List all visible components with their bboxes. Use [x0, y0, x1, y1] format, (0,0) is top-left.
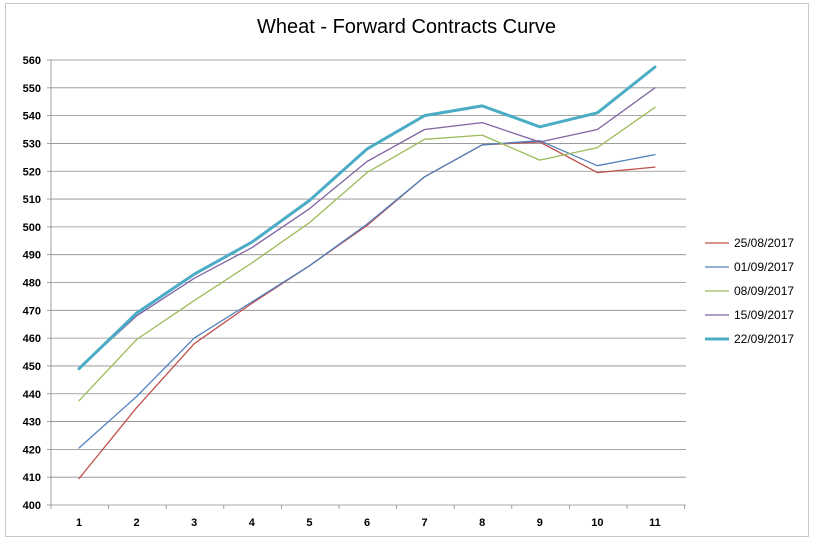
- x-tick-label: 3: [191, 517, 197, 529]
- legend-label: 01/09/2017: [734, 260, 794, 274]
- legend: 25/08/2017 01/09/2017 08/09/2017 15/09/2017…: [705, 236, 794, 346]
- series-line-22-09-2017: [77, 65, 657, 371]
- y-tick-label: 400: [23, 500, 41, 512]
- y-tick-label: 500: [23, 222, 41, 234]
- x-tick-label: 4: [249, 517, 256, 529]
- x-axis-tick-labels: 1 2 3 4 5 6 7 8 9 10 11: [76, 517, 661, 529]
- series-line-08-09-2017: [78, 106, 656, 402]
- x-tick-label: 2: [134, 517, 140, 529]
- chart-title: Wheat - Forward Contracts Curve: [257, 16, 556, 38]
- y-tick-label: 440: [23, 389, 41, 401]
- series-lines: [77, 65, 657, 480]
- y-tick-label: 550: [23, 83, 41, 95]
- legend-label: 22/09/2017: [734, 332, 794, 346]
- x-tick-label: 10: [591, 517, 603, 529]
- legend-label: 08/09/2017: [734, 284, 794, 298]
- y-tick-label: 430: [23, 417, 41, 429]
- y-tick-label: 540: [23, 111, 41, 123]
- x-tick-label: 1: [76, 517, 82, 529]
- legend-label: 25/08/2017: [734, 236, 794, 250]
- y-tick-label: 530: [23, 138, 41, 150]
- chart-frame: [5, 3, 809, 537]
- series-line-25-08-2017: [78, 141, 656, 480]
- y-tick-label: 450: [23, 361, 41, 373]
- y-tick-label: 460: [23, 333, 41, 345]
- y-tick-label: 410: [23, 472, 41, 484]
- x-tick-label: 9: [537, 517, 543, 529]
- x-tick-label: 8: [479, 517, 485, 529]
- x-tick-label: 11: [649, 517, 661, 529]
- series-line-15-09-2017: [78, 87, 656, 370]
- x-tick-label: 6: [364, 517, 370, 529]
- x-tick-label: 7: [422, 517, 428, 529]
- y-tick-label: 420: [23, 444, 41, 456]
- y-tick-label: 510: [23, 194, 41, 206]
- y-tick-label: 520: [23, 166, 41, 178]
- axes: [47, 59, 686, 509]
- gridlines: [51, 59, 686, 478]
- y-tick-label: 470: [23, 305, 41, 317]
- y-tick-label: 560: [23, 55, 41, 67]
- y-tick-label: 480: [23, 278, 41, 290]
- x-tick-label: 5: [306, 517, 312, 529]
- legend-label: 15/09/2017: [734, 308, 794, 322]
- y-tick-label: 490: [23, 250, 41, 262]
- series-line-01-09-2017: [78, 140, 656, 449]
- y-axis-tick-labels: 400 410 420 430 440 450 460 470 480 490 500 510 520 5…: [23, 55, 41, 512]
